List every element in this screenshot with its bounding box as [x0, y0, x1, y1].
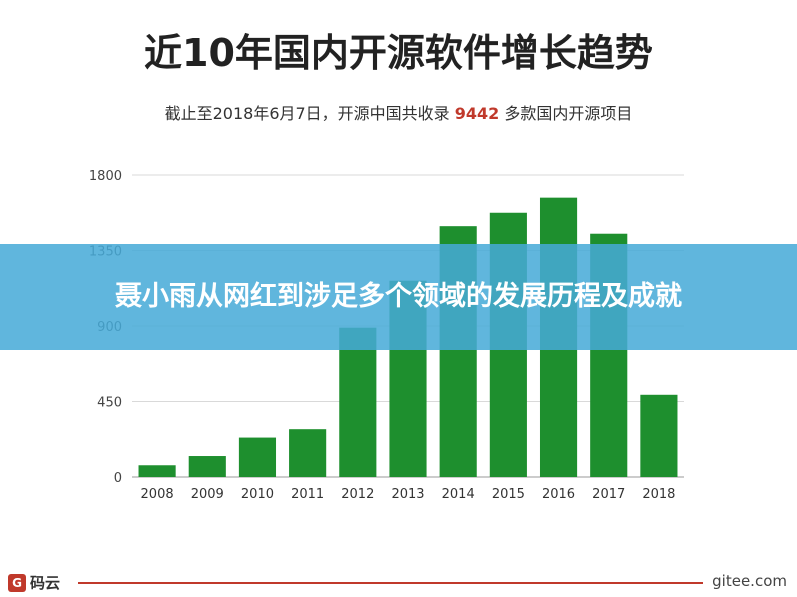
- x-tick-label: 2010: [241, 487, 274, 502]
- x-tick-label: 2009: [191, 487, 224, 502]
- bar-2009: [188, 456, 226, 477]
- y-tick-label: 1800: [89, 169, 122, 184]
- x-tick-label: 2015: [492, 487, 525, 502]
- x-tick-label: 2016: [542, 487, 575, 502]
- chart-title: 近10年国内开源软件增长趋势: [144, 31, 653, 75]
- bar-2010: [238, 437, 277, 477]
- x-tick-label: 2011: [291, 487, 324, 502]
- x-tick-label: 2018: [642, 487, 675, 502]
- footer-divider: [78, 582, 703, 584]
- x-tick-label: 2008: [141, 487, 174, 502]
- x-tick-label: 2013: [391, 487, 424, 502]
- x-tick-label: 2014: [442, 487, 475, 502]
- y-tick-label: 450: [97, 396, 122, 411]
- subtitle-prefix: 截止至2018年6月7日，开源中国共收录: [164, 104, 455, 123]
- bar-2012: [339, 327, 377, 477]
- x-tick-label: 2017: [592, 487, 625, 502]
- footer-logo: G 码云: [8, 572, 60, 593]
- bar-2011: [289, 429, 327, 477]
- banner-text: 聂小雨从网红到涉足多个领域的发展历程及成就: [115, 281, 682, 312]
- subtitle-highlight-count: 9442: [454, 104, 500, 123]
- x-tick-label: 2012: [341, 487, 374, 502]
- bar-2018: [640, 394, 678, 477]
- chart-subtitle: 截止至2018年6月7日，开源中国共收录 9442 多款国内开源项目: [0, 100, 797, 124]
- overlay-banner: 聂小雨从网红到涉足多个领域的发展历程及成就: [0, 244, 797, 350]
- subtitle-suffix: 多款国内开源项目: [499, 104, 633, 123]
- bar-2008: [138, 465, 176, 477]
- logo-text: 码云: [30, 574, 61, 592]
- footer-url: gitee.com: [712, 572, 787, 590]
- y-tick-label: 0: [114, 471, 122, 486]
- gitee-logo-icon: G: [8, 573, 26, 592]
